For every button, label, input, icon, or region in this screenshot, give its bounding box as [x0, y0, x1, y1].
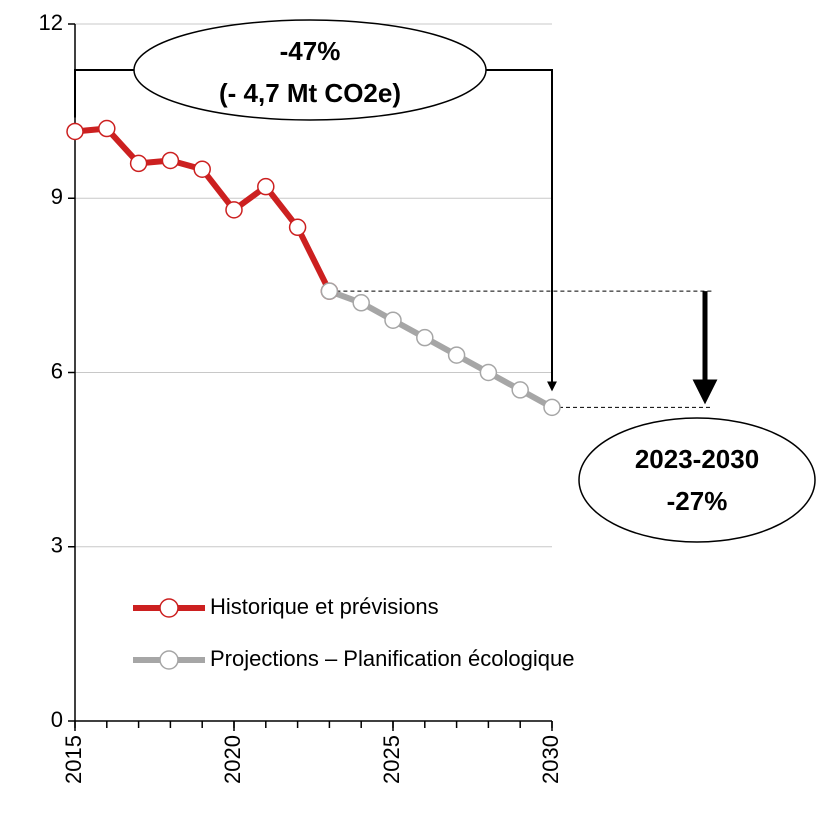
marker — [479, 363, 498, 382]
marker — [161, 151, 180, 170]
marker — [320, 282, 339, 300]
marker — [66, 122, 84, 141]
y-tick-label: 9 — [51, 184, 63, 209]
y-tick-label: 6 — [51, 358, 63, 383]
y-tick-label: 12 — [39, 10, 63, 35]
x-tick-label: 2025 — [379, 735, 404, 784]
marker — [129, 154, 148, 173]
marker — [225, 201, 243, 219]
marker — [447, 346, 466, 364]
marker — [288, 218, 307, 237]
legend-marker — [159, 650, 179, 670]
annotation: -27% — [667, 486, 728, 516]
marker — [384, 311, 402, 329]
legend-label: Historique et prévisions — [210, 594, 439, 619]
callout — [578, 417, 816, 543]
y-tick-label: 3 — [51, 533, 63, 558]
annotation: 2023-2030 — [635, 444, 759, 474]
marker — [511, 381, 529, 399]
marker — [257, 177, 275, 196]
marker — [352, 294, 370, 312]
series-line — [74, 125, 333, 293]
legend-marker — [159, 598, 179, 618]
legend-label: Projections – Planification écologique — [210, 646, 574, 671]
x-tick-label: 2020 — [220, 735, 245, 784]
callout — [133, 19, 487, 121]
marker — [98, 119, 116, 138]
y-tick-label: 0 — [51, 707, 63, 732]
x-tick-label: 2015 — [61, 735, 86, 784]
x-tick-label: 2030 — [538, 735, 563, 784]
marker — [543, 398, 561, 417]
marker — [416, 328, 434, 347]
annotation: -47% — [280, 36, 341, 66]
marker — [193, 160, 211, 178]
annotation: (- 4,7 Mt CO2e) — [219, 78, 401, 108]
